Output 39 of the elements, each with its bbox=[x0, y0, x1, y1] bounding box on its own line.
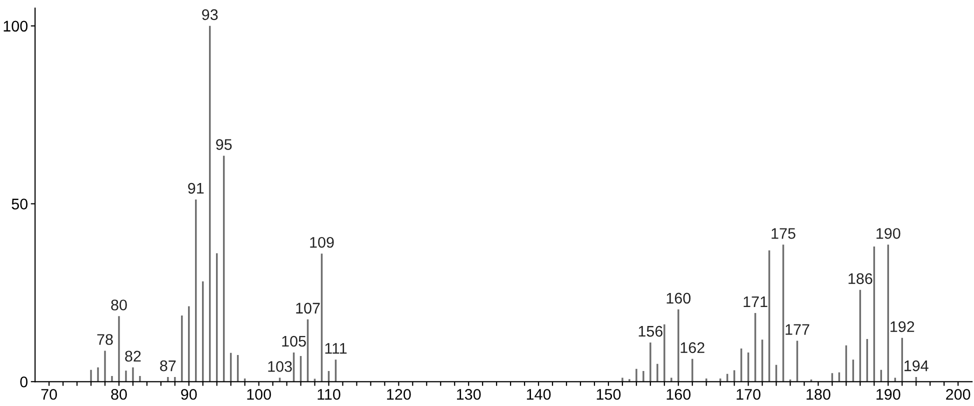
annotation: 109 bbox=[310, 236, 334, 248]
annotation: 194 bbox=[904, 360, 928, 372]
x-tick-label: 170 bbox=[736, 388, 760, 400]
x-tick-label: 160 bbox=[666, 388, 691, 400]
annotation: 91 bbox=[188, 182, 204, 194]
annotation: 111 bbox=[325, 343, 347, 354]
annotation: 162 bbox=[680, 342, 704, 354]
annotation: 80 bbox=[111, 300, 127, 310]
annotation: 95 bbox=[216, 139, 232, 150]
x-tick-label: 120 bbox=[387, 388, 411, 400]
annotation: 177 bbox=[786, 324, 810, 335]
x-tick-label: 100 bbox=[247, 388, 271, 400]
annotation: 186 bbox=[848, 273, 872, 284]
annotation: 78 bbox=[97, 334, 113, 345]
annotation: 192 bbox=[890, 321, 914, 332]
annotation: 107 bbox=[296, 302, 320, 314]
x-tick-label: 190 bbox=[876, 388, 900, 400]
x-tick-label: 110 bbox=[318, 388, 340, 400]
y-tick-label: 0 bbox=[20, 376, 28, 388]
x-tick-label: 70 bbox=[41, 388, 57, 400]
annotation: 175 bbox=[772, 228, 796, 239]
x-tick-label: 200 bbox=[946, 388, 970, 400]
y-tick-label: 100 bbox=[4, 20, 28, 32]
y-tick-label: 50 bbox=[12, 198, 28, 210]
x-tick-label: 90 bbox=[181, 388, 197, 400]
annotation: 103 bbox=[268, 361, 292, 372]
annotation: 171 bbox=[744, 296, 768, 308]
annotation: 105 bbox=[282, 336, 306, 347]
x-tick-label: 180 bbox=[806, 388, 830, 400]
annotation: 160 bbox=[666, 292, 691, 304]
annotation: 156 bbox=[638, 326, 662, 337]
x-tick-label: 80 bbox=[111, 388, 127, 400]
annotation: 190 bbox=[876, 228, 900, 239]
annotation: 87 bbox=[160, 360, 176, 372]
x-tick-label: 140 bbox=[526, 388, 551, 400]
x-tick-label: 130 bbox=[457, 388, 481, 400]
x-tick-label: 150 bbox=[596, 388, 621, 400]
annotation: 93 bbox=[202, 9, 218, 20]
annotation: 82 bbox=[125, 350, 141, 362]
